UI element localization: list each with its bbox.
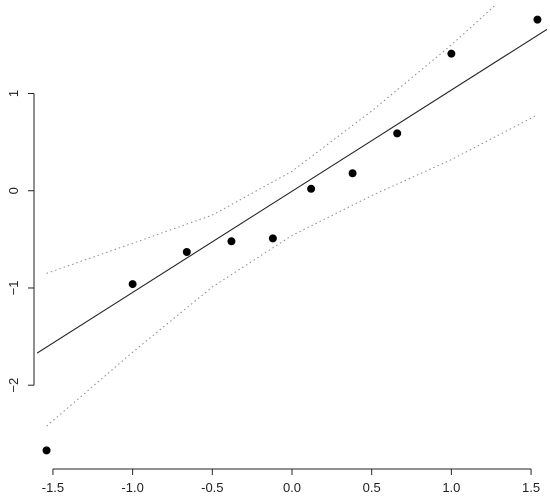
data-point-5 xyxy=(268,234,277,243)
y-tick-label: −1 xyxy=(6,281,21,296)
y-tick-label: 0 xyxy=(6,187,21,194)
data-point-2 xyxy=(128,280,137,289)
data-point-1 xyxy=(42,446,51,455)
axes xyxy=(33,93,532,470)
x-tick-label: -0.5 xyxy=(201,480,223,495)
data-point-7 xyxy=(348,169,357,178)
x-tick-label: 0.5 xyxy=(363,480,381,495)
data-point-9 xyxy=(447,49,456,58)
data-points xyxy=(42,15,542,455)
x-axis-ticks: -1.5 -1.0 -0.5 0.0 0.5 1.0 1.5 xyxy=(42,469,540,495)
x-tick-label: 0.0 xyxy=(283,480,301,495)
fit-line-group xyxy=(37,28,547,354)
x-tick-label: -1.5 xyxy=(42,480,64,495)
y-axis-ticks: −2 −1 0 1 xyxy=(6,90,34,393)
data-point-10 xyxy=(533,15,542,24)
x-tick-label: 1.5 xyxy=(522,480,540,495)
confidence-band-upper xyxy=(46,6,496,274)
confidence-band xyxy=(46,6,538,427)
data-point-8 xyxy=(393,129,402,138)
y-tick-label: 1 xyxy=(6,90,21,97)
data-point-6 xyxy=(307,184,316,193)
data-point-3 xyxy=(182,248,191,257)
y-tick-label: −2 xyxy=(6,378,21,393)
x-tick-label: 1.0 xyxy=(442,480,460,495)
data-point-4 xyxy=(227,237,236,246)
fit-line xyxy=(37,28,547,354)
confidence-band-lower xyxy=(46,114,538,427)
x-tick-label: -1.0 xyxy=(121,480,143,495)
